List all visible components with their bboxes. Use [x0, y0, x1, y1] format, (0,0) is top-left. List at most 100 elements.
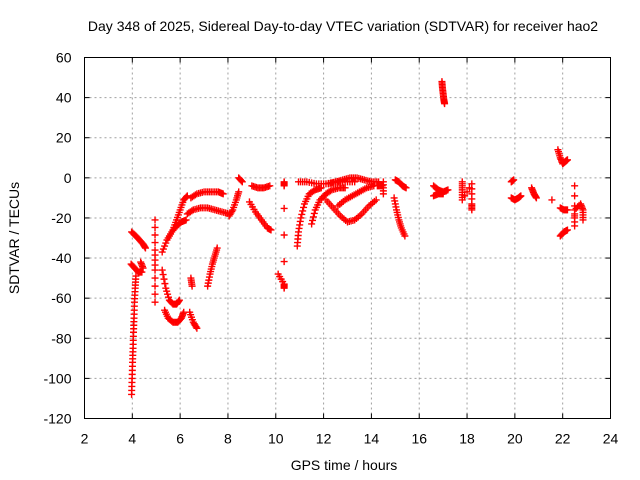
- x-tick-label: 2: [81, 431, 89, 447]
- data-point-s05: [151, 216, 159, 224]
- plot-frame: [84, 57, 611, 419]
- data-point-s07: [158, 266, 166, 274]
- x-tick-label: 4: [128, 431, 136, 447]
- data-point-s08: [180, 308, 188, 316]
- x-tick-label: 24: [603, 431, 619, 447]
- y-tick-label: 60: [56, 50, 72, 66]
- data-point-s21: [308, 220, 316, 228]
- x-tick-label: 10: [268, 431, 284, 447]
- x-tick-label: 20: [507, 431, 523, 447]
- data-point-s07: [159, 271, 167, 279]
- data-point-s19: [280, 204, 288, 212]
- x-tick-label: 16: [411, 431, 427, 447]
- y-tick-label: 40: [56, 90, 72, 106]
- data-point-s16: [237, 177, 245, 185]
- data-point-s41: [571, 182, 579, 190]
- data-point-s05: [151, 282, 159, 290]
- data-point-s33: [458, 196, 466, 204]
- data-point-s20: [299, 207, 307, 215]
- data-point-s38: [563, 156, 571, 164]
- y-tick-label: -40: [51, 250, 71, 266]
- data-point-s15: [235, 188, 243, 196]
- data-point-s40: [563, 226, 571, 234]
- data-point-s41: [579, 216, 587, 224]
- data-point-s11: [191, 191, 199, 199]
- data-point-s20: [298, 210, 306, 218]
- data-point-s13: [188, 282, 196, 290]
- y-tick-label: -120: [43, 411, 71, 427]
- y-tick-label: -80: [51, 330, 71, 346]
- y-tick-label: -100: [43, 370, 71, 386]
- data-point-s07: [161, 280, 169, 288]
- data-points: [127, 78, 587, 398]
- data-point-s23: [372, 196, 380, 204]
- data-point-s07: [175, 296, 183, 304]
- data-point-s34: [510, 176, 518, 184]
- data-point-s33: [463, 188, 471, 196]
- data-point-s21: [309, 216, 317, 224]
- data-point-s19: [280, 258, 288, 266]
- data-point-s41: [571, 192, 579, 200]
- x-tick-label: 18: [459, 431, 475, 447]
- data-point-s12: [192, 323, 200, 331]
- data-point-s17: [266, 182, 274, 190]
- data-point-s19: [280, 231, 288, 239]
- y-tick-label: 0: [64, 170, 72, 186]
- data-point-s07: [160, 275, 168, 283]
- data-point-s09: [183, 192, 191, 200]
- data-point-s33: [468, 206, 476, 214]
- y-tick-label: 20: [56, 130, 72, 146]
- data-point-s20: [297, 214, 305, 222]
- data-point-s31: [439, 190, 447, 198]
- data-point-s30: [444, 186, 452, 194]
- data-point-s12: [193, 324, 201, 332]
- data-point-s32: [441, 100, 449, 108]
- data-point-s06: [182, 216, 190, 224]
- axis-ticks: [84, 57, 611, 419]
- data-point-s37: [548, 196, 556, 204]
- data-point-s10: [188, 207, 196, 215]
- data-point-s20: [300, 203, 308, 211]
- data-point-s33: [461, 192, 469, 200]
- data-point-s07: [175, 297, 183, 305]
- data-point-s19: [280, 182, 288, 190]
- data-point-s21: [326, 187, 334, 195]
- data-point-s05: [151, 290, 159, 298]
- data-point-s05: [151, 298, 159, 306]
- data-point-s11: [219, 190, 227, 198]
- data-point-s21: [309, 213, 317, 221]
- data-point-s18: [267, 226, 275, 234]
- x-tick-label: 6: [176, 431, 184, 447]
- y-tick-label: -20: [51, 210, 71, 226]
- data-point-s35: [517, 192, 525, 200]
- data-point-s05: [151, 231, 159, 239]
- data-point-s36: [532, 194, 540, 202]
- data-point-s09: [182, 193, 190, 201]
- data-point-s05: [151, 239, 159, 247]
- data-point-s04: [139, 264, 147, 272]
- y-axis-label: SDTVAR / TECUs: [6, 182, 22, 294]
- data-point-s21: [310, 209, 318, 217]
- data-point-s14: [213, 244, 221, 252]
- data-point-s05: [151, 223, 159, 231]
- x-tick-label: 12: [316, 431, 332, 447]
- data-point-s02: [132, 272, 140, 280]
- data-point-s16: [238, 178, 246, 186]
- y-tick-label: -60: [51, 290, 71, 306]
- data-point-s21: [341, 184, 349, 192]
- data-point-s29: [401, 232, 409, 240]
- x-tick-label: 22: [555, 431, 571, 447]
- tick-labels: 2 4 6 8 10 12 14 16 18 20 22 24-120-100-80-60-40-20…: [43, 50, 618, 447]
- x-axis-label: GPS time / hours: [291, 457, 398, 473]
- data-point-s39: [563, 206, 571, 214]
- data-point-s27: [379, 190, 387, 198]
- x-tick-label: 14: [364, 431, 380, 447]
- data-point-s05: [151, 274, 159, 282]
- data-point-s01: [141, 244, 149, 252]
- data-point-s15: [228, 207, 236, 215]
- x-tick-label: 8: [224, 431, 232, 447]
- data-point-s19: [280, 284, 288, 292]
- data-point-s05: [151, 266, 159, 274]
- grid-lines: [84, 57, 611, 419]
